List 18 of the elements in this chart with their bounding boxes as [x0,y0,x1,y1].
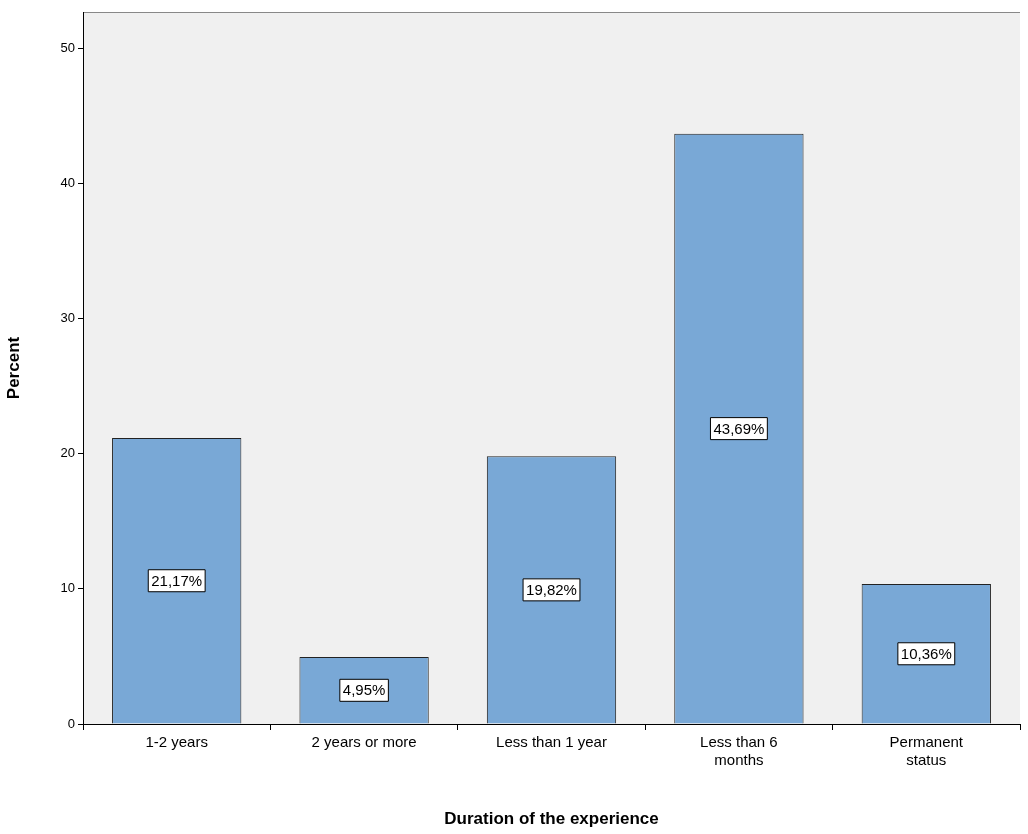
x-tick-label: 2 years or more [311,733,417,751]
y-tick-label: 20 [60,445,75,461]
data-label: 21,17% [151,571,203,589]
data-label: 10,36% [900,644,952,662]
data-label: 43,69% [713,419,765,437]
data-label: 19,82% [526,581,577,598]
y-tick-label: 40 [60,175,75,191]
x-tick-label: Less than 6 months [700,733,778,769]
x-tick-label: Less than 1 year [496,733,607,751]
x-tick-label: Permanent status [889,733,964,769]
x-axis-title: Duration of the experience [444,809,659,829]
y-tick-label: 50 [60,40,75,56]
x-tick-label: 1-2 years [145,733,208,751]
y-tick-label: 30 [60,310,75,326]
y-tick-label: 0 [67,715,75,731]
y-axis-title: Percent [3,336,23,400]
y-tick-label: 10 [60,580,75,596]
data-label: 4,95% [342,681,386,699]
